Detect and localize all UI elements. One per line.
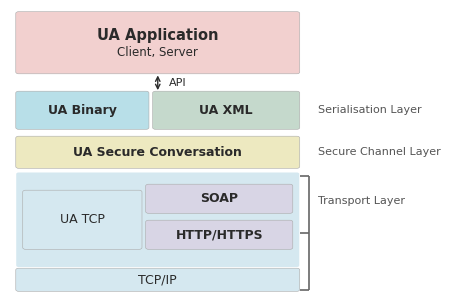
FancyBboxPatch shape bbox=[23, 190, 142, 249]
FancyBboxPatch shape bbox=[16, 91, 149, 129]
FancyBboxPatch shape bbox=[16, 172, 299, 267]
Text: TCP/IP: TCP/IP bbox=[138, 273, 177, 286]
FancyBboxPatch shape bbox=[145, 220, 292, 249]
Text: Client, Server: Client, Server bbox=[117, 46, 198, 59]
Text: Transport Layer: Transport Layer bbox=[317, 196, 404, 206]
FancyBboxPatch shape bbox=[152, 91, 299, 129]
Text: HTTP/HTTPS: HTTP/HTTPS bbox=[175, 228, 263, 241]
Text: API: API bbox=[169, 78, 187, 88]
Text: UA Application: UA Application bbox=[97, 28, 218, 43]
FancyBboxPatch shape bbox=[16, 12, 299, 74]
FancyBboxPatch shape bbox=[16, 136, 299, 168]
FancyBboxPatch shape bbox=[16, 268, 299, 291]
Text: Serialisation Layer: Serialisation Layer bbox=[317, 105, 420, 116]
FancyBboxPatch shape bbox=[145, 184, 292, 213]
Text: UA Secure Conversation: UA Secure Conversation bbox=[73, 146, 242, 159]
Text: UA XML: UA XML bbox=[199, 104, 252, 117]
Text: UA TCP: UA TCP bbox=[60, 213, 105, 226]
Text: Secure Channel Layer: Secure Channel Layer bbox=[317, 147, 440, 157]
Text: UA Binary: UA Binary bbox=[48, 104, 117, 117]
Text: SOAP: SOAP bbox=[200, 192, 238, 205]
